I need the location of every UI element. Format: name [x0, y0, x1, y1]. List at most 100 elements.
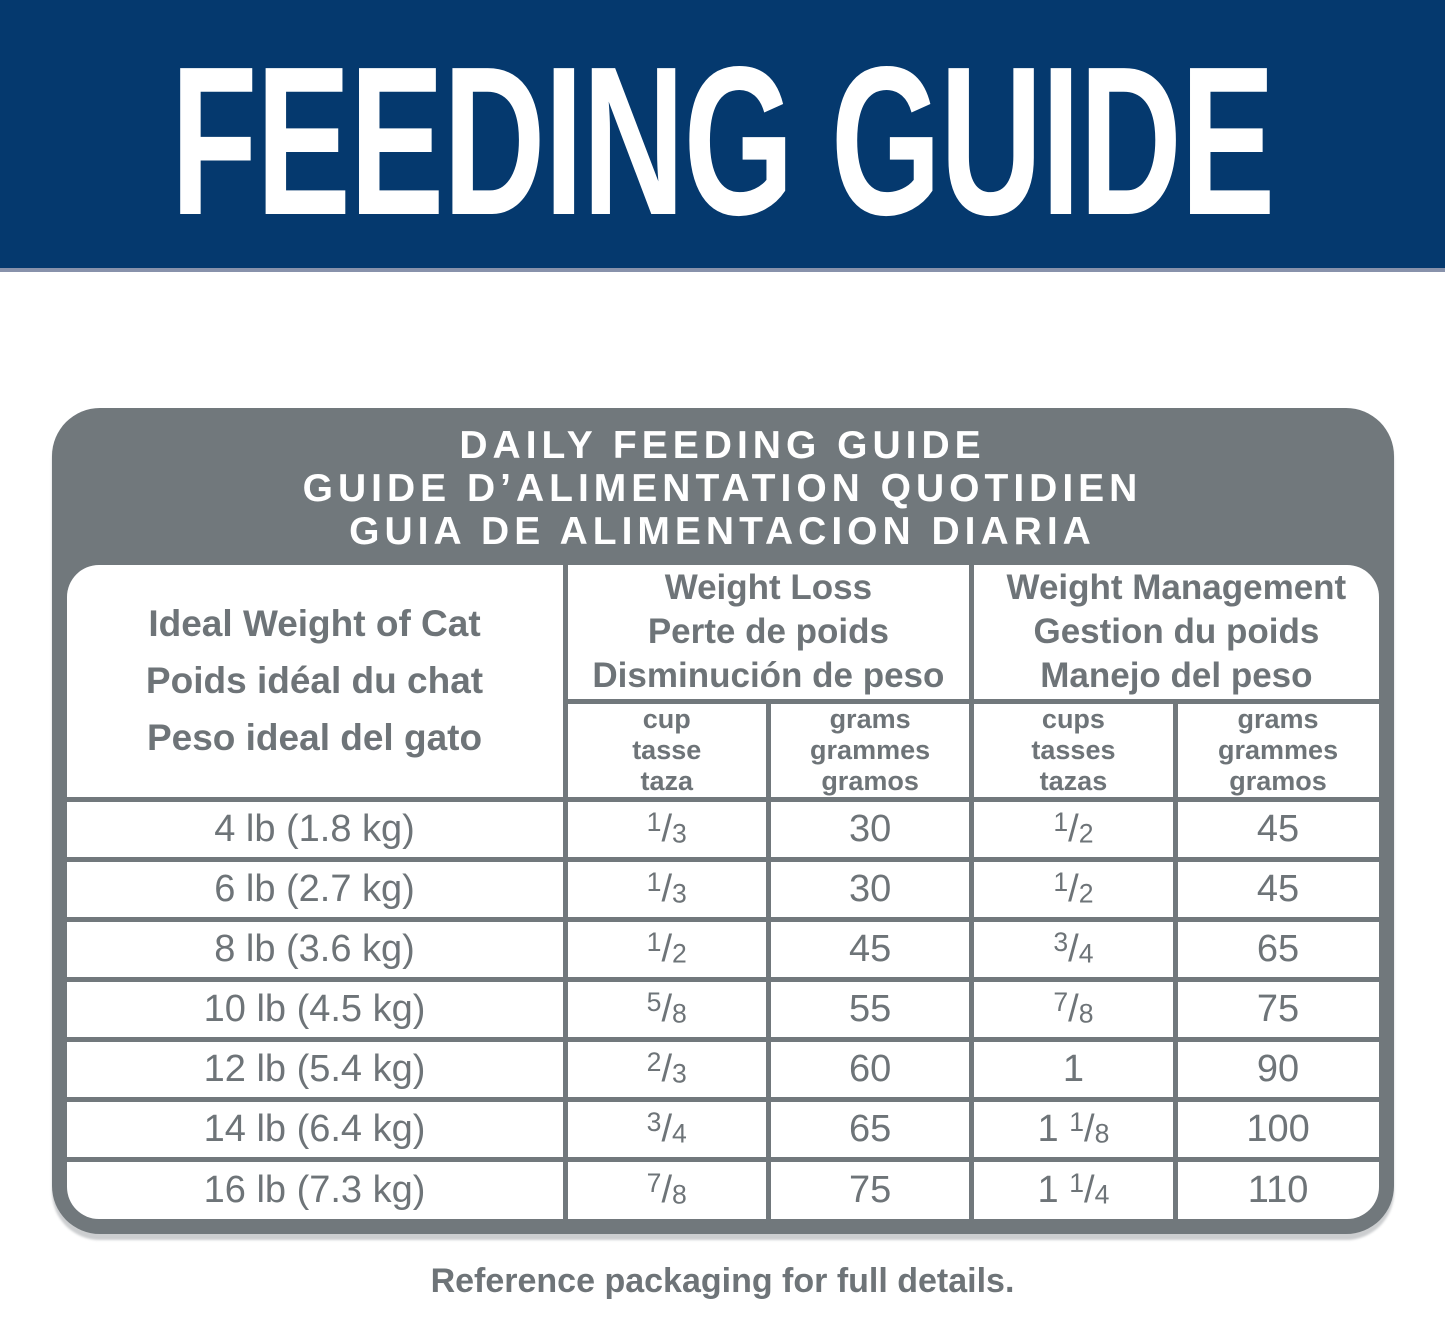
- weight-management-en: Weight Management: [1006, 567, 1347, 607]
- fraction-slash: /: [661, 1108, 672, 1151]
- fraction-numerator: 5: [646, 986, 662, 1017]
- weight-management-es: Manejo del peso: [1040, 655, 1313, 695]
- fraction-whole: 1: [1037, 1169, 1070, 1212]
- fraction-slash: /: [1068, 988, 1079, 1031]
- table-row: 8 lb (3.6 kg) 1/2 45 3 / 4 65: [66, 916, 1379, 982]
- fraction-whole: 1: [1037, 1108, 1070, 1151]
- fraction-slash: /: [661, 928, 672, 971]
- weight-loss-fr: Perte de poids: [647, 611, 889, 651]
- fraction-denominator: 8: [1094, 1118, 1110, 1149]
- daily-feeding-guide-card: DAILY FEEDING GUIDE GUIDE D’ALIMENTATION…: [51, 408, 1394, 1234]
- fraction-denominator: 4: [1094, 1179, 1110, 1210]
- loss-grams-fr: grammes: [810, 734, 931, 765]
- fraction-numerator: 1: [1069, 1168, 1085, 1199]
- loss-cups-cell: 1/2: [562, 916, 771, 982]
- table-row: 14 lb (6.4 kg) 3/4 65 1 1/8 100: [66, 1096, 1379, 1162]
- table-row: 16 lb (7.3 kg) 7 / 8 75 1 1/4 110: [66, 1156, 1379, 1219]
- fraction-numerator: 1: [646, 806, 662, 837]
- loss-cups-en: cup: [642, 703, 691, 734]
- feeding-table: Ideal Weight of Cat Poids idéal du chat …: [66, 565, 1379, 1219]
- loss-grams-cell: 60: [765, 1036, 975, 1102]
- fraction-denominator: 8: [1078, 998, 1094, 1029]
- mgmt-grams-cell: 45: [1172, 856, 1379, 922]
- weight-loss-es: Disminución de peso: [592, 655, 945, 695]
- mgmt-grams-en: grams: [1237, 703, 1319, 734]
- loss-grams-es: gramos: [821, 765, 919, 796]
- loss-cups-es: taza: [640, 765, 693, 796]
- fraction-denominator: 3: [672, 1058, 687, 1089]
- loss-grams-cell: 55: [765, 976, 975, 1042]
- loss-grams-cell: 65: [765, 1096, 975, 1162]
- loss-cups-cell: 2/3: [562, 1036, 771, 1102]
- loss-grams-cell: 30: [765, 856, 975, 922]
- weight-cell: 12 lb (5.4 kg): [66, 1036, 568, 1102]
- fraction-numerator: 1: [1069, 1106, 1085, 1137]
- loss-cups-cell: 1/3: [562, 856, 771, 922]
- mgmt-grams-fr: grammes: [1218, 734, 1339, 765]
- mgmt-grams-cell: 75: [1172, 976, 1379, 1042]
- weight-management-fr: Gestion du poids: [1033, 611, 1320, 651]
- ideal-weight-header: Ideal Weight of Cat Poids idéal du chat …: [66, 565, 568, 802]
- fraction-numerator: 2: [646, 1046, 662, 1077]
- footer-note: Reference packaging for full details.: [430, 1262, 1015, 1300]
- ideal-weight-en: Ideal Weight of Cat: [148, 603, 481, 645]
- table-row: 10 lb (4.5 kg) 5/8 55 7/8 75: [66, 976, 1379, 1042]
- weight-management-header: Weight Management Gestion du poids Manej…: [969, 565, 1379, 704]
- table-row: 12 lb (5.4 kg) 2/3 60 1 90: [66, 1036, 1379, 1102]
- fraction-denominator: 2: [672, 938, 687, 969]
- fraction-slash: /: [1084, 1108, 1095, 1151]
- fraction-denominator: 4: [1078, 938, 1094, 969]
- fraction-numerator: 1: [1053, 866, 1069, 897]
- loss-grams-en: grams: [829, 703, 911, 734]
- fraction-numerator: 7: [646, 1168, 662, 1199]
- fraction-numerator: 1: [1053, 806, 1069, 837]
- mgmt-cups-cell: 7/8: [969, 976, 1178, 1042]
- mgmt-cups-es: tazas: [1039, 765, 1108, 796]
- mgmt-cups-cell: 1 1/8: [969, 1096, 1178, 1162]
- mgmt-cups-cell: 1 1/4: [969, 1156, 1178, 1219]
- card-title-es: GUIA DE ALIMENTACION DIARIA: [349, 510, 1096, 553]
- loss-grams-subheader: grams grammes gramos: [765, 698, 975, 802]
- fraction-slash: /: [661, 988, 672, 1031]
- mgmt-cups-cell: 1/2: [969, 796, 1178, 862]
- table-row: 6 lb (2.7 kg) 1/3 30 1/2 45: [66, 856, 1379, 922]
- loss-cups-cell: 1/3: [562, 796, 771, 862]
- weight-loss-header: Weight Loss Perte de poids Disminución d…: [562, 565, 975, 704]
- fraction-slash: /: [1084, 1169, 1095, 1212]
- fraction-numerator: 3: [1053, 926, 1069, 957]
- fraction-slash: /: [661, 868, 672, 911]
- header-row-units: cup tasse taza grams grammes gramos cups…: [67, 698, 1379, 802]
- fraction-denominator: 3: [672, 818, 687, 849]
- weight-cell: 10 lb (4.5 kg): [66, 976, 568, 1042]
- weight-loss-en: Weight Loss: [664, 567, 873, 607]
- mgmt-cups-subheader: cups tasses tazas: [969, 698, 1178, 802]
- fraction-numerator: 1: [646, 926, 662, 957]
- weight-cell: 14 lb (6.4 kg): [66, 1096, 568, 1162]
- mgmt-grams-cell: 100: [1172, 1096, 1379, 1162]
- fraction-slash: /: [1068, 808, 1079, 851]
- fraction-denominator: 8: [672, 1179, 687, 1210]
- header-row-groups: Ideal Weight of Cat Poids idéal du chat …: [66, 565, 1379, 802]
- fraction-slash: /: [1068, 868, 1079, 911]
- feeding-table-wrapper: Ideal Weight of Cat Poids idéal du chat …: [66, 565, 1379, 1219]
- card-title: DAILY FEEDING GUIDE GUIDE D’ALIMENTATION…: [52, 408, 1394, 565]
- loss-grams-cell: 45: [765, 916, 975, 982]
- weight-cell: 4 lb (1.8 kg): [66, 796, 568, 862]
- weight-cell: 8 lb (3.6 kg): [66, 916, 568, 982]
- mgmt-grams-cell: 110: [1172, 1156, 1379, 1219]
- weight-cell: 16 lb (7.3 kg): [66, 1156, 568, 1219]
- weight-cell: 6 lb (2.7 kg): [66, 856, 568, 922]
- fraction-numerator: 3: [646, 1106, 662, 1137]
- card-title-fr: GUIDE D’ALIMENTATION QUOTIDIEN: [302, 467, 1143, 510]
- feeding-guide-banner: FEEDING GUIDE: [0, 0, 1445, 272]
- mgmt-grams-cell: 65: [1172, 916, 1379, 982]
- fraction-denominator: 2: [1078, 878, 1094, 909]
- loss-cups-cell: 3/4: [562, 1096, 771, 1162]
- loss-grams-cell: 75: [765, 1156, 975, 1219]
- ideal-weight-fr: Poids idéal du chat: [145, 660, 484, 702]
- loss-cups-subheader: cup tasse taza: [562, 698, 771, 802]
- card-title-en: DAILY FEEDING GUIDE: [459, 424, 986, 467]
- fraction-whole: 1: [1062, 1048, 1085, 1091]
- mgmt-grams-subheader: grams grammes gramos: [1172, 698, 1379, 802]
- fraction-denominator: 4: [672, 1118, 687, 1149]
